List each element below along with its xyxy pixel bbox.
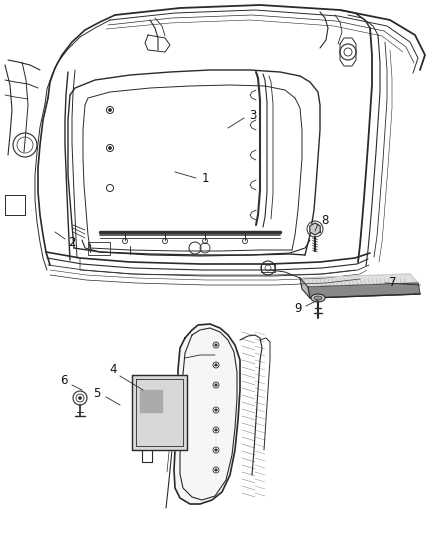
- Text: 5: 5: [93, 387, 100, 400]
- Circle shape: [108, 109, 111, 111]
- Circle shape: [214, 429, 217, 431]
- Circle shape: [214, 409, 217, 411]
- Polygon shape: [309, 223, 319, 235]
- Polygon shape: [299, 278, 309, 298]
- Circle shape: [214, 449, 217, 451]
- Circle shape: [214, 344, 217, 346]
- Text: 6: 6: [60, 375, 67, 387]
- Text: 9: 9: [293, 302, 301, 314]
- Text: 1: 1: [201, 172, 208, 184]
- Circle shape: [214, 469, 217, 471]
- Polygon shape: [140, 390, 162, 412]
- Text: 4: 4: [109, 364, 117, 376]
- Circle shape: [108, 147, 111, 149]
- Ellipse shape: [313, 296, 321, 300]
- Polygon shape: [299, 274, 417, 287]
- Ellipse shape: [310, 294, 324, 302]
- Circle shape: [78, 397, 81, 400]
- Circle shape: [214, 364, 217, 366]
- Text: 7: 7: [389, 277, 396, 289]
- Text: 8: 8: [321, 214, 328, 227]
- Polygon shape: [173, 324, 240, 504]
- Circle shape: [214, 384, 217, 386]
- Polygon shape: [132, 375, 187, 450]
- Text: 3: 3: [249, 109, 256, 122]
- Polygon shape: [307, 283, 419, 298]
- Text: 2: 2: [68, 236, 76, 248]
